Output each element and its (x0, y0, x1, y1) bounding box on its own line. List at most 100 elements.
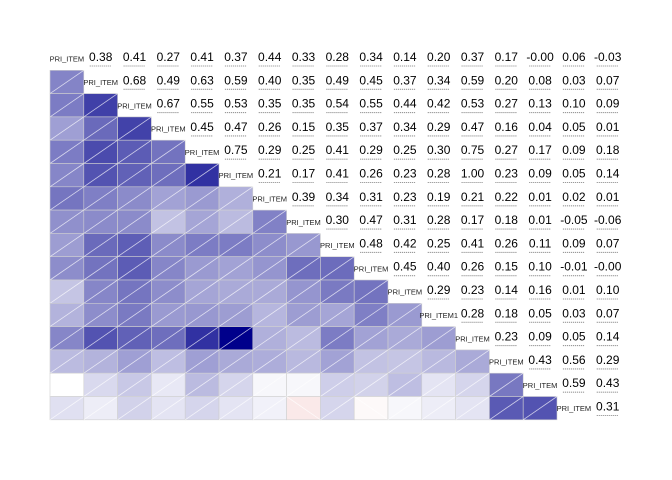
correlation-value: 0.05 (562, 167, 586, 181)
correlation-value: 0.34 (427, 73, 451, 87)
shade-hatch (320, 396, 355, 421)
correlation-value: -0.01 (560, 260, 588, 274)
correlation-value: 0.09 (596, 97, 620, 111)
correlation-value: 0.47 (224, 120, 248, 134)
correlation-value: 0.07 (596, 306, 620, 320)
correlation-value: 0.39 (292, 190, 316, 204)
correlation-value: 0.47 (461, 120, 485, 134)
correlation-value: 0.41 (326, 143, 350, 157)
correlation-value: 0.05 (562, 330, 586, 344)
correlation-value: 0.17 (495, 50, 519, 64)
shade-hatch (252, 279, 287, 304)
correlation-value: 0.19 (427, 190, 451, 204)
correlation-value: 0.20 (495, 73, 519, 87)
shade-hatch (83, 93, 118, 118)
shade-hatch (117, 163, 152, 188)
correlation-value: 0.44 (258, 50, 282, 64)
correlation-value: 0.37 (359, 120, 383, 134)
correlation-value: 0.44 (393, 97, 417, 111)
correlation-value: 0.54 (326, 97, 350, 111)
correlation-value: 0.26 (359, 167, 383, 181)
shade-hatch (252, 209, 287, 234)
shade-hatch (252, 396, 287, 421)
shade-hatch (353, 302, 389, 327)
correlation-value: 0.02 (562, 190, 586, 204)
correlation-value: 0.18 (596, 143, 620, 157)
diagonal-label: PRI_ITEM (151, 125, 186, 134)
correlation-value: 0.53 (461, 97, 485, 111)
correlation-value: 0.41 (461, 236, 485, 250)
shade-hatch (49, 163, 85, 188)
shade-hatch (184, 326, 220, 351)
correlation-value: 0.28 (461, 306, 485, 320)
diagonal-label: PRI_ITEM (523, 381, 558, 390)
shade-hatch (252, 256, 287, 281)
correlation-value: 0.05 (562, 120, 586, 134)
correlation-value: -0.00 (526, 50, 554, 64)
shade-hatch (218, 209, 254, 234)
shade-hatch (421, 326, 456, 351)
shade-hatch (117, 372, 152, 397)
correlation-value: 0.59 (461, 73, 485, 87)
correlation-value: 0.40 (427, 260, 451, 274)
shade-hatch (49, 209, 85, 234)
correlation-value: 0.10 (528, 260, 552, 274)
correlation-value: 0.48 (359, 236, 383, 250)
correlation-value: 0.35 (292, 73, 316, 87)
shade-hatch (117, 256, 152, 281)
shade-hatch (184, 349, 220, 374)
correlation-value: 0.63 (190, 73, 214, 87)
shade-hatch (83, 302, 118, 327)
shade-hatch (83, 372, 118, 397)
shade-hatch (83, 139, 118, 164)
shade-hatch (151, 163, 186, 188)
shade-hatch (252, 372, 287, 397)
shade-hatch (49, 116, 85, 141)
shade-hatch (49, 139, 85, 164)
shade-hatch (151, 396, 186, 421)
correlation-value: 0.29 (359, 143, 383, 157)
correlation-value: 0.04 (528, 120, 552, 134)
shade-hatch (353, 326, 389, 351)
shade-hatch (184, 256, 220, 281)
shade-hatch (320, 372, 355, 397)
shade-hatch (320, 279, 355, 304)
shade-hatch (286, 233, 321, 258)
correlation-value: 0.17 (528, 143, 552, 157)
correlation-value: 0.17 (292, 167, 316, 181)
correlation-value: 0.10 (596, 283, 620, 297)
correlation-value: 0.16 (528, 283, 552, 297)
shade-hatch (184, 372, 220, 397)
shade-hatch (218, 349, 254, 374)
shade-hatch (151, 139, 186, 164)
shade-hatch (387, 372, 423, 397)
shade-hatch (387, 396, 423, 421)
shade-hatch (49, 302, 85, 327)
correlation-value: 0.15 (495, 260, 519, 274)
shade-hatch (320, 326, 355, 351)
correlation-value: 0.14 (596, 330, 620, 344)
correlation-value: 0.29 (427, 120, 451, 134)
shade-hatch (286, 349, 321, 374)
correlation-value: 0.01 (528, 213, 552, 227)
shade-hatch (49, 396, 85, 421)
shade-hatch (49, 372, 85, 397)
correlation-value: 0.28 (427, 167, 451, 181)
shade-hatch (151, 233, 186, 258)
correlation-value: 0.38 (89, 50, 113, 64)
correlation-value: 0.41 (123, 50, 147, 64)
shade-hatch (455, 372, 490, 397)
diagonal-label: PRI_ITEM (50, 55, 85, 64)
correlation-value: 0.53 (224, 97, 248, 111)
correlation-value: 0.27 (495, 143, 519, 157)
correlation-value: 0.35 (292, 97, 316, 111)
shade-hatch (117, 349, 152, 374)
correlation-value: 0.55 (190, 97, 214, 111)
correlation-value: 0.23 (393, 190, 417, 204)
shade-hatch (421, 396, 456, 421)
shade-hatch (489, 372, 524, 397)
correlation-value: 0.07 (596, 73, 620, 87)
correlation-value: 0.30 (427, 143, 451, 157)
correlation-value: -0.00 (594, 260, 622, 274)
